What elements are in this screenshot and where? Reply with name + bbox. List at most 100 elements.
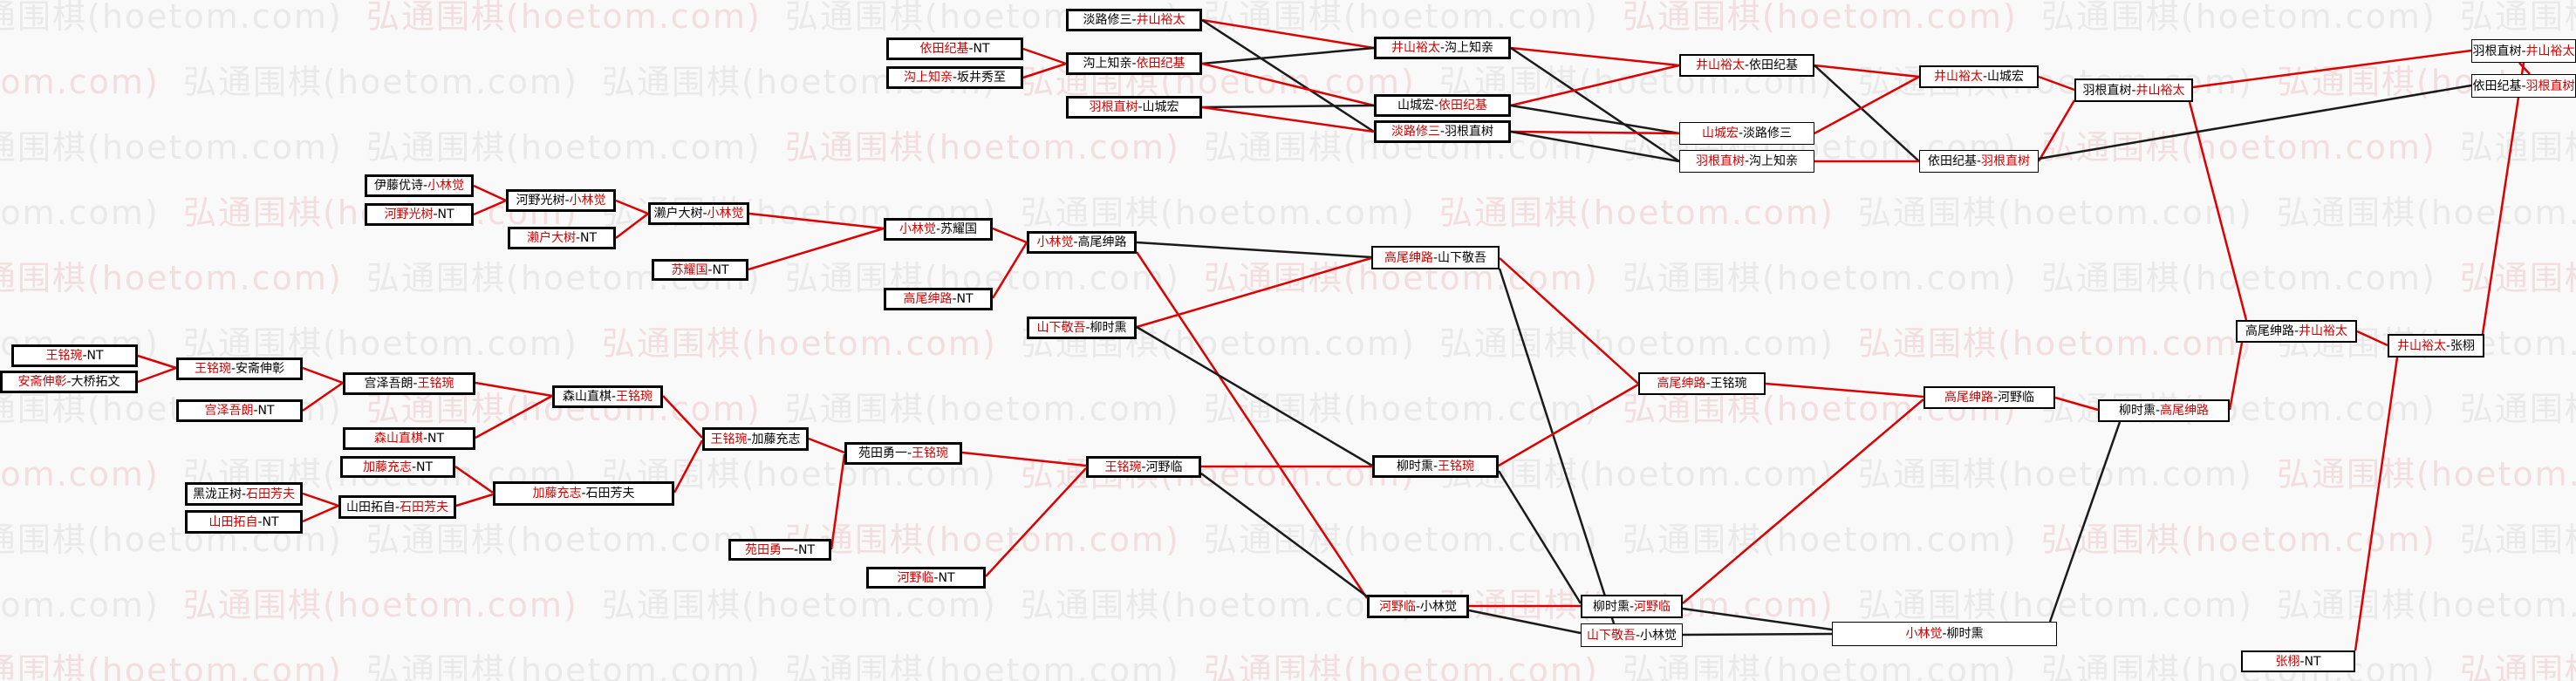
player-name-2: 山城宏: [1142, 100, 1179, 114]
game-box-yamashita-kobayashi[interactable]: 山下敬吾 - 小林觉: [1581, 623, 1683, 647]
player-name-2: 井山裕太: [2299, 324, 2348, 338]
separator: -: [952, 71, 958, 85]
connector-line-red: [1510, 130, 1680, 135]
connector-line-black: [1201, 46, 1375, 65]
game-box-moriyama-nt[interactable]: 森山直棋 - NT: [343, 427, 475, 450]
game-box-awaji-hane[interactable]: 淡路修三 - 羽根直树: [1374, 120, 1511, 143]
game-box-o-kono[interactable]: 王铭琬 - 河野临: [1086, 456, 1201, 478]
game-box-kurotaki-ishida[interactable]: 黑泷正树 - 石田芳夫: [185, 482, 303, 506]
player-name-1: 河野光树: [384, 208, 434, 221]
player-name-1: 高尾绅路: [1384, 250, 1433, 265]
player-name-2: 井山裕太: [2525, 44, 2575, 58]
game-box-ryu-kono[interactable]: 柳时熏 - 河野临: [1581, 595, 1683, 618]
player-name-2: 河野临: [1145, 460, 1183, 474]
game-box-mizokami-sakai[interactable]: 沟上知亲 - 坂井秀至: [886, 66, 1023, 89]
game-box-sonoda-nt[interactable]: 苑田勇一 - NT: [728, 539, 831, 561]
separator: -: [1433, 99, 1439, 112]
game-box-kono-nt[interactable]: 河野临 - NT: [866, 567, 986, 589]
separator: -: [394, 500, 400, 514]
connector-line-red: [615, 213, 649, 239]
separator: -: [1635, 628, 1641, 643]
connector-line-black: [1510, 130, 1680, 163]
player-name-1: 王铭琬: [710, 432, 748, 446]
game-box-ito-kobayashi[interactable]: 伊藤优诗 - 小林觉: [365, 174, 474, 197]
game-box-kono-kobayashi[interactable]: 河野临 - 小林觉: [1367, 595, 1469, 618]
game-box-takao-nt[interactable]: 高尾绅路 - NT: [884, 288, 993, 310]
separator: -: [1439, 41, 1445, 55]
game-box-moriyama-o[interactable]: 森山直棋 - 王铭琬: [552, 385, 663, 408]
player-name-2: NT: [427, 432, 445, 446]
game-box-kobayashi-so[interactable]: 小林觉 - 苏耀国: [884, 218, 993, 241]
game-box-yamada-ishida[interactable]: 山田拓自 - 石田芳夫: [338, 495, 456, 519]
connector-line-black: [1814, 65, 1920, 162]
player-name-2: 沟上知亲: [1749, 154, 1799, 168]
game-box-takao-iyama[interactable]: 高尾绅路 - 井山裕太: [2236, 320, 2357, 343]
game-box-takao-kono[interactable]: 高尾绅路 - 河野临: [1923, 386, 2055, 409]
connector-line-red: [748, 227, 885, 271]
game-box-awaji-iyama[interactable]: 淡路修三 - 井山裕太: [1066, 9, 1202, 31]
game-box-yamada-nt[interactable]: 山田拓自 - NT: [185, 510, 303, 534]
connector-line-red: [1765, 382, 1924, 398]
connector-line-red: [454, 465, 494, 494]
separator: -: [747, 432, 752, 446]
game-box-ryu-o[interactable]: 柳时熏 - 王铭琬: [1372, 455, 1499, 478]
game-box-yamashiro-awaji[interactable]: 山城宏 - 淡路修三: [1679, 122, 1814, 145]
game-box-o-ansai[interactable]: 王铭琬 - 安斋伸彰: [176, 358, 303, 380]
player-name-2: 山下敬吾: [1438, 250, 1487, 265]
game-box-o-kato[interactable]: 王铭琬 - 加藤充志: [702, 427, 809, 451]
separator: -: [702, 207, 707, 221]
game-box-iyama-yamashiro[interactable]: 井山裕太 - 山城宏: [1919, 65, 2039, 88]
game-box-yoda-hane-2[interactable]: 依田纪基 - 羽根直树: [2471, 74, 2576, 98]
game-box-hane-iyama-2[interactable]: 羽根直树 - 井山裕太: [2471, 39, 2576, 63]
game-box-so-nt[interactable]: 苏耀国 - NT: [652, 259, 748, 281]
connector-line-red: [302, 504, 339, 523]
connector-line-red: [991, 242, 1028, 299]
game-box-miyazawa-o[interactable]: 宫泽吾朗 - 王铭琬: [343, 372, 475, 395]
connector-line-red: [1498, 383, 1639, 467]
game-box-miyazawa-nt[interactable]: 宫泽吾朗 - NT: [176, 399, 303, 422]
game-box-yoda-nt[interactable]: 依田纪基 - NT: [886, 37, 1023, 60]
separator: -: [906, 446, 912, 460]
game-box-yamashita-ryu[interactable]: 山下敬吾 - 柳时熏: [1027, 317, 1137, 339]
game-box-mizokami-yoda[interactable]: 沟上知亲 - 依田纪基: [1066, 52, 1202, 75]
separator: -: [257, 514, 263, 529]
player-name-1: 柳时熏: [2118, 404, 2156, 418]
game-box-kato-ishida[interactable]: 加藤充志 - 石田芳夫: [493, 481, 674, 506]
game-box-seto-nt[interactable]: 濑户大树 - NT: [508, 227, 616, 249]
game-box-ryu-takao[interactable]: 柳时熏 - 高尾绅路: [2098, 399, 2230, 422]
game-box-iyama-cho[interactable]: 井山裕太 - 张栩: [2388, 334, 2484, 358]
player-name-1: 井山裕太: [1695, 58, 1745, 72]
game-box-konom-nt[interactable]: 河野光树 - NT: [365, 203, 474, 226]
game-box-ansai-ohashi[interactable]: 安斋伸彰 - 大桥拓文: [0, 371, 138, 393]
game-box-seto-kobayashi[interactable]: 濑户大树 - 小林觉: [648, 202, 749, 225]
separator: -: [1138, 100, 1143, 114]
game-box-takao-o[interactable]: 高尾绅路 - 王铭琬: [1638, 372, 1766, 395]
game-box-cho-nt[interactable]: 张栩 - NT: [2241, 650, 2355, 672]
player-name-2: 苏耀国: [940, 222, 978, 236]
game-box-yoda-hane[interactable]: 依田纪基 - 羽根直树: [1919, 150, 2039, 173]
game-box-iyama-yoda[interactable]: 井山裕太 - 依田纪基: [1679, 54, 1814, 77]
game-box-takao-yamashita[interactable]: 高尾绅路 - 山下敬吾: [1371, 246, 1500, 269]
game-box-kato-nt[interactable]: 加藤充志 - NT: [340, 456, 455, 478]
game-box-kobayashi-ryu[interactable]: 小林觉 - 柳时熏: [1832, 622, 2057, 646]
player-name-1: 黑泷正树: [192, 487, 242, 501]
game-box-hane-iyama[interactable]: 羽根直树 - 井山裕太: [2074, 78, 2193, 102]
game-box-konom-kobayashi[interactable]: 河野光树 - 小林觉: [506, 189, 616, 212]
player-name-2: 淡路修三: [1743, 126, 1793, 140]
game-box-kobayashi-takao[interactable]: 小林觉 - 高尾绅路: [1027, 231, 1137, 254]
game-box-sonoda-o[interactable]: 苑田勇一 - 王铭琬: [844, 442, 962, 465]
game-box-hane-yamashiro[interactable]: 羽根直树 - 山城宏: [1066, 96, 1202, 119]
player-name-2: 小林觉: [427, 179, 465, 193]
game-box-hane-mizokami[interactable]: 羽根直树 - 沟上知亲: [1679, 150, 1814, 173]
game-box-o-nt[interactable]: 王铭琬 - NT: [11, 344, 138, 367]
connector-line-red: [808, 437, 845, 454]
game-box-iyama-mizokami[interactable]: 井山裕太 - 沟上知亲: [1374, 37, 1511, 59]
player-name-2: 加藤充志: [751, 432, 801, 446]
connector-line-red: [830, 453, 846, 550]
connector-line-red: [615, 199, 649, 215]
player-name-2: NT: [437, 208, 454, 221]
connector-line-red: [985, 467, 1087, 577]
player-name-1: 小林觉: [1036, 235, 1074, 249]
player-name-1: 依田纪基: [919, 42, 969, 56]
game-box-yamashiro-yoda[interactable]: 山城宏 - 依田纪基: [1374, 94, 1511, 117]
